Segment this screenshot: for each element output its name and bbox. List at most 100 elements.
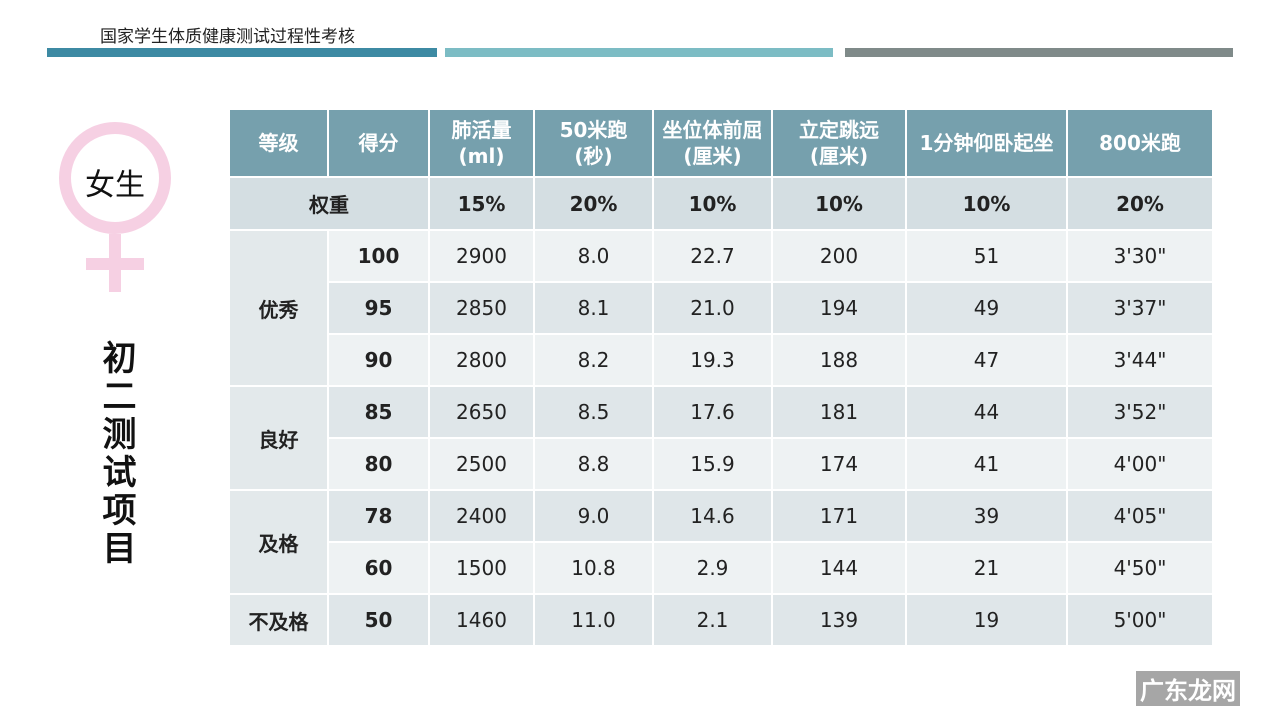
value-cell: 181 — [771, 385, 907, 439]
value-cell: 2500 — [428, 437, 535, 491]
column-header: 坐位体前屈 (厘米) — [652, 108, 773, 178]
grade-cell: 良好 — [228, 385, 329, 491]
header-line: 得分 — [358, 131, 399, 155]
header-row: 等级 得分 肺活量 (ml) 50米跑 (秒) 坐位体前屈 (厘米) 立定跳远 (厘米) 1分钟仰卧… — [228, 108, 1214, 178]
data-row: 优秀 100 2900 8.0 22.7 200 51 3'30" — [228, 229, 1214, 387]
column-header: 肺活量 (ml) — [428, 108, 535, 178]
value-cell: 171 — [771, 489, 907, 543]
value-cell: 10.8 — [533, 541, 654, 595]
value-cell: 14.6 — [652, 489, 773, 543]
data-row: 不及格 50 1460 11.0 2.1 139 19 5'00" — [228, 593, 1214, 647]
column-header: 得分 — [327, 108, 430, 178]
side-title: 初二测试项目 — [96, 340, 136, 568]
value-cell: 21 — [905, 541, 1068, 595]
value-cell: 5'00" — [1066, 593, 1214, 647]
header-line: 等级 — [258, 131, 299, 155]
watermark: 广东龙网 — [1136, 671, 1240, 706]
header-line: (秒) — [574, 144, 613, 168]
grade-cell: 不及格 — [228, 593, 329, 647]
female-symbol — [59, 122, 171, 292]
header-title: 国家学生体质健康测试过程性考核 — [100, 27, 355, 47]
value-cell: 47 — [905, 333, 1068, 387]
column-header: 50米跑 (秒) — [533, 108, 654, 178]
score-cell: 50 — [327, 593, 430, 647]
value-cell: 22.7 — [652, 229, 773, 283]
column-header: 800米跑 — [1066, 108, 1214, 178]
value-cell: 3'52" — [1066, 385, 1214, 439]
value-cell: 200 — [771, 229, 907, 283]
data-row: 良好 85 2650 8.5 17.6 181 44 3'52" — [228, 385, 1214, 491]
data-row: 95 2850 8.1 21.0 194 49 3'37" — [229, 281, 1214, 335]
weight-value: 10% — [771, 176, 907, 231]
value-cell: 188 — [771, 333, 907, 387]
value-cell: 8.0 — [533, 229, 654, 283]
value-cell: 8.8 — [533, 437, 654, 491]
value-cell: 17.6 — [652, 385, 773, 439]
score-cell: 100 — [327, 229, 430, 283]
score-cell: 78 — [327, 489, 430, 543]
value-cell: 2650 — [428, 385, 535, 439]
value-cell: 174 — [771, 437, 907, 491]
data-row: 及格 78 2400 9.0 14.6 171 39 4'05" — [228, 489, 1214, 595]
value-cell: 19.3 — [652, 333, 773, 387]
data-row: 60 1500 10.8 2.9 144 21 4'50" — [229, 541, 1214, 595]
column-header: 立定跳远 (厘米) — [771, 108, 907, 178]
value-cell: 51 — [905, 229, 1068, 283]
header-line: 坐位体前屈 — [662, 118, 763, 142]
standards-table: 等级 得分 肺活量 (ml) 50米跑 (秒) 坐位体前屈 (厘米) 立定跳远 (厘米) 1分钟仰卧… — [228, 108, 1214, 647]
value-cell: 41 — [905, 437, 1068, 491]
weight-value: 10% — [905, 176, 1068, 231]
grade-cell: 优秀 — [228, 229, 329, 387]
score-cell: 80 — [327, 437, 430, 491]
value-cell: 49 — [905, 281, 1068, 335]
score-cell: 95 — [327, 281, 430, 335]
weight-label: 权重 — [228, 176, 430, 231]
column-header: 1分钟仰卧起坐 — [905, 108, 1068, 178]
value-cell: 139 — [771, 593, 907, 647]
header-line: (ml) — [458, 144, 505, 168]
value-cell: 2900 — [428, 229, 535, 283]
score-cell: 85 — [327, 385, 430, 439]
value-cell: 3'44" — [1066, 333, 1214, 387]
value-cell: 9.0 — [533, 489, 654, 543]
weight-value: 10% — [652, 176, 773, 231]
data-row: 80 2500 8.8 15.9 174 41 4'00" — [229, 437, 1214, 491]
value-cell: 1460 — [428, 593, 535, 647]
grade-cell: 及格 — [228, 489, 329, 595]
value-cell: 44 — [905, 385, 1068, 439]
value-cell: 2850 — [428, 281, 535, 335]
weight-row: 权重 15% 20% 10% 10% 10% 20% — [228, 176, 1214, 231]
weight-value: 20% — [533, 176, 654, 231]
value-cell: 8.1 — [533, 281, 654, 335]
value-cell: 2800 — [428, 333, 535, 387]
value-cell: 8.5 — [533, 385, 654, 439]
value-cell: 4'00" — [1066, 437, 1214, 491]
value-cell: 11.0 — [533, 593, 654, 647]
value-cell: 4'50" — [1066, 541, 1214, 595]
value-cell: 2.1 — [652, 593, 773, 647]
header-bar — [445, 48, 833, 57]
header-line: 50米跑 — [559, 118, 628, 142]
score-cell: 90 — [327, 333, 430, 387]
value-cell: 15.9 — [652, 437, 773, 491]
value-cell: 21.0 — [652, 281, 773, 335]
header-line: 1分钟仰卧起坐 — [919, 131, 1054, 155]
column-header: 等级 — [228, 108, 329, 178]
header-line: 800米跑 — [1099, 131, 1181, 155]
score-cell: 60 — [327, 541, 430, 595]
value-cell: 8.2 — [533, 333, 654, 387]
header-line: (厘米) — [809, 144, 869, 168]
value-cell: 19 — [905, 593, 1068, 647]
value-cell: 4'05" — [1066, 489, 1214, 543]
value-cell: 3'30" — [1066, 229, 1214, 283]
value-cell: 2.9 — [652, 541, 773, 595]
header-bar — [47, 48, 437, 57]
value-cell: 3'37" — [1066, 281, 1214, 335]
value-cell: 1500 — [428, 541, 535, 595]
value-cell: 194 — [771, 281, 907, 335]
header-bar — [845, 48, 1233, 57]
value-cell: 2400 — [428, 489, 535, 543]
data-row: 90 2800 8.2 19.3 188 47 3'44" — [229, 333, 1214, 387]
header-line: 立定跳远 — [799, 118, 879, 142]
